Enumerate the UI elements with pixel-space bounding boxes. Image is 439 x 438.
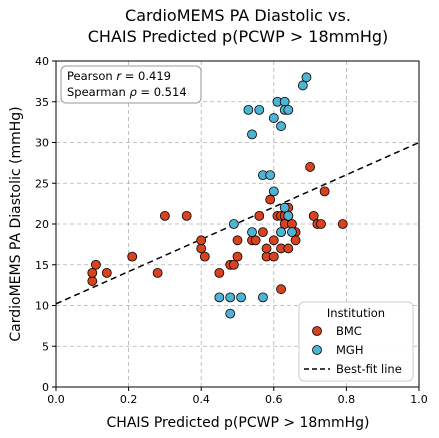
point-bmc [196,235,207,246]
best-fit-line-group [55,141,420,305]
pearson-value: = 0.419 [121,69,171,83]
point-bmc [181,210,192,221]
x-tick-label: 0.4 [192,393,210,406]
x-tick-label: 1.0 [410,393,428,406]
spearman-symbol: ρ [129,85,137,99]
point-mgh [283,105,294,115]
y-tick-label: 30 [35,137,49,150]
point-bmc [265,194,276,205]
y-tick-label: 40 [35,55,49,68]
point-bmc [199,251,210,262]
chart-title-line-1: CardioMEMS PA Diastolic vs. [125,6,351,25]
best-fit-line [55,141,420,305]
data-points [87,72,348,319]
point-bmc [276,284,286,295]
y-tick-label: 0 [42,381,49,394]
x-tick-label: 0.6 [265,393,283,406]
point-bmc [228,259,239,270]
x-axis-ticks: 0.0 0.2 0.4 0.6 0.8 1.0 [47,387,428,406]
point-bmc [152,267,163,278]
point-bmc [91,259,101,270]
point-bmc [196,243,207,254]
point-bmc [254,210,265,221]
point-mgh [247,129,257,140]
y-axis-ticks: 0 5 10 15 20 25 30 35 40 [35,55,56,394]
point-bmc [268,251,279,262]
point-mgh [268,113,279,123]
x-tick-label: 0.2 [120,393,138,406]
point-bmc [268,235,279,246]
y-tick-label: 5 [42,340,49,353]
pearson-stat: Pearson r = 0.419 [67,69,171,83]
point-mgh [279,96,290,107]
y-tick-label: 15 [35,259,49,272]
y-tick-label: 25 [35,177,49,190]
point-mgh [236,292,247,303]
point-bmc [287,219,297,229]
spearman-value: = 0.514 [137,85,187,99]
point-bmc [232,251,243,262]
point-bmc [250,235,261,246]
legend-marker-bmc [312,326,322,336]
point-mgh [228,219,239,229]
point-mgh [287,227,297,238]
point-bmc [261,243,272,254]
point-mgh [279,202,290,213]
point-bmc [101,267,112,278]
chart-title-line-2: CHAIS Predicted p(PCWP > 18mmHg) [88,27,389,46]
x-tick-label: 0.0 [47,393,65,406]
point-mgh [214,292,225,303]
point-mgh [276,121,286,132]
point-mgh [283,210,294,221]
spearman-stat: Spearman ρ = 0.514 [67,85,187,99]
legend: Institution BMC MGH Best-fit line [298,301,414,382]
y-tick-label: 35 [35,96,49,109]
point-bmc [316,219,326,229]
point-mgh [301,72,312,83]
point-mgh [254,105,265,115]
point-bmc [232,235,243,246]
point-mgh [268,186,279,197]
point-mgh [225,308,236,319]
spearman-prefix: Spearman [67,85,129,99]
point-mgh [297,80,308,91]
point-bmc [290,235,301,246]
legend-label-fit-line: Best-fit line [336,362,402,376]
legend-background [298,301,414,382]
point-bmc [283,243,294,254]
point-bmc [308,210,319,221]
point-bmc [87,267,98,278]
x-tick-label: 0.8 [338,393,356,406]
point-mgh [225,292,236,303]
point-mgh [243,105,254,115]
stats-box: Pearson r = 0.419 Spearman ρ = 0.514 [60,65,202,104]
point-mgh [247,227,257,238]
pearson-symbol: r [116,69,122,83]
legend-label-mgh: MGH [336,343,363,357]
stats-box-background [60,65,202,104]
legend-label-bmc: BMC [336,324,362,338]
legend-marker-mgh [312,345,322,355]
point-mgh [265,170,276,181]
point-bmc [214,267,225,278]
point-bmc [305,162,316,172]
point-bmc [337,219,348,229]
point-mgh [276,227,286,238]
point-bmc [127,251,138,262]
point-bmc [258,227,268,238]
point-bmc [87,276,98,286]
y-axis-label: CardioMEMS PA Diastolic (mmHg) [8,106,24,341]
y-tick-label: 10 [35,300,49,313]
point-bmc [159,210,170,221]
y-tick-label: 20 [35,218,49,231]
point-bmc [319,186,330,197]
x-axis-label: CHAIS Predicted p(PCWP > 18mmHg) [107,415,370,431]
pearson-prefix: Pearson [67,69,116,83]
legend-title: Institution [327,306,385,320]
point-mgh [258,292,268,303]
